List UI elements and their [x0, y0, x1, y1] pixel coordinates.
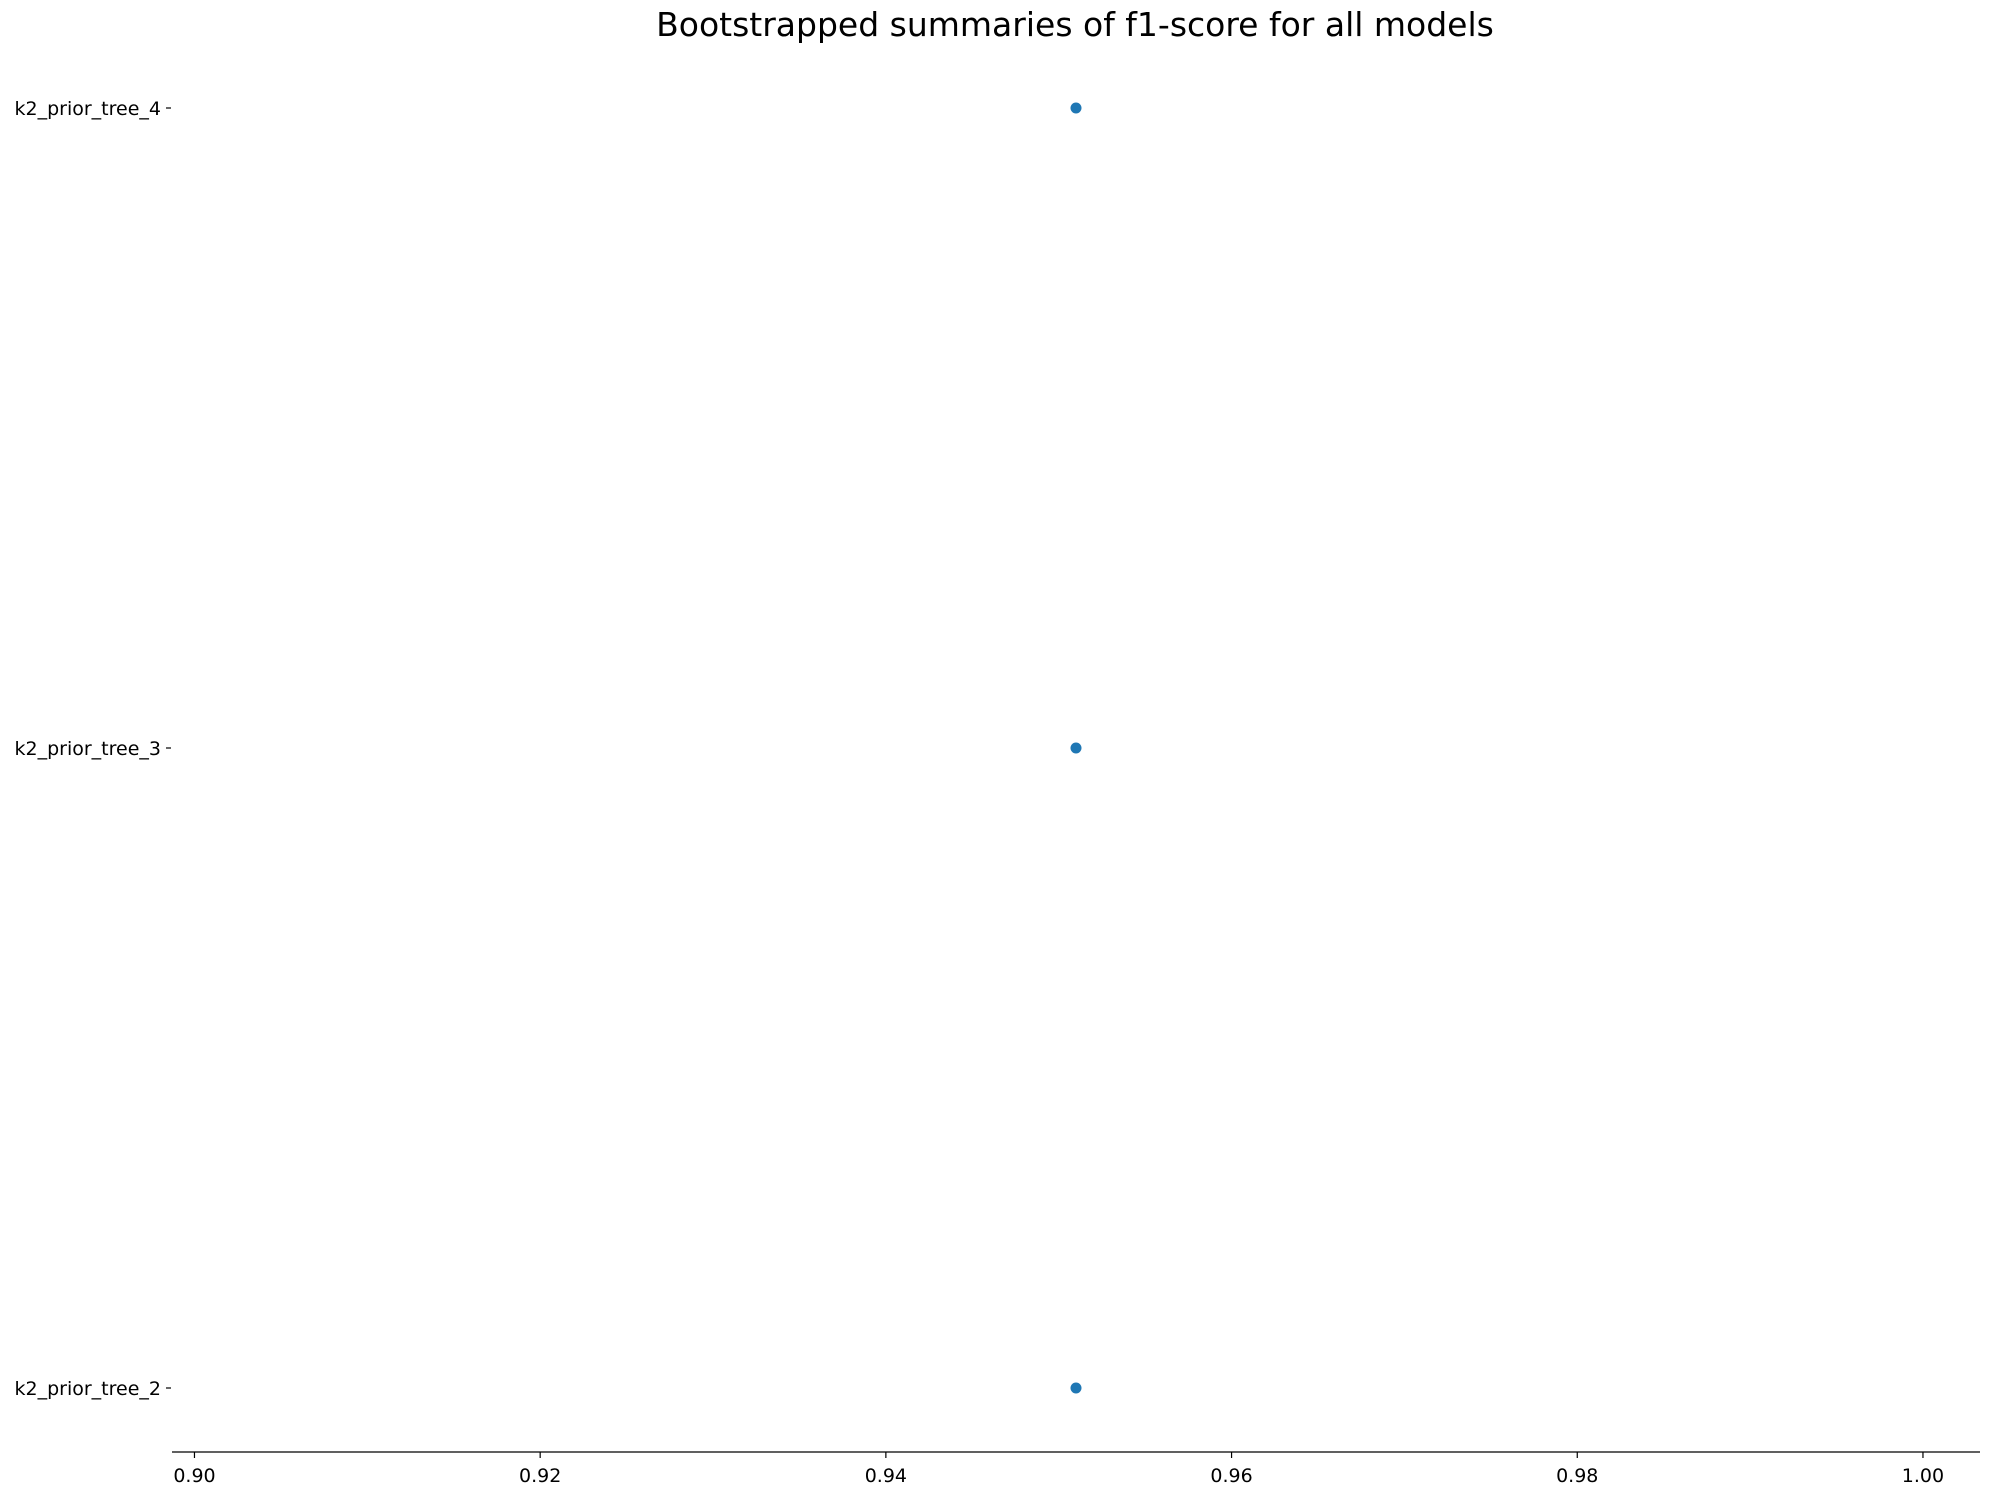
x-axis-ticks: 0.90 0.92 0.94 0.96 0.98 1.00	[173, 1452, 1944, 1487]
x-tick-label: 0.90	[173, 1465, 215, 1487]
x-tick-label: 0.98	[1556, 1465, 1598, 1487]
data-point	[1070, 102, 1082, 114]
data-point	[1070, 1382, 1082, 1394]
y-axis-ticks: k2_prior_tree_4 k2_prior_tree_3 k2_prior_t…	[15, 98, 171, 1400]
y-tick-label: k2_prior_tree_4	[15, 98, 162, 120]
data-point	[1070, 742, 1082, 754]
y-tick-label: k2_prior_tree_2	[15, 1378, 162, 1400]
y-tick-label: k2_prior_tree_3	[15, 738, 162, 760]
data-points	[1070, 102, 1082, 1394]
x-tick-label: 1.00	[1902, 1465, 1944, 1487]
x-tick-label: 0.94	[865, 1465, 907, 1487]
x-tick-label: 0.92	[519, 1465, 561, 1487]
x-tick-label: 0.96	[1210, 1465, 1252, 1487]
chart-title: Bootstrapped summaries of f1-score for a…	[656, 5, 1494, 44]
